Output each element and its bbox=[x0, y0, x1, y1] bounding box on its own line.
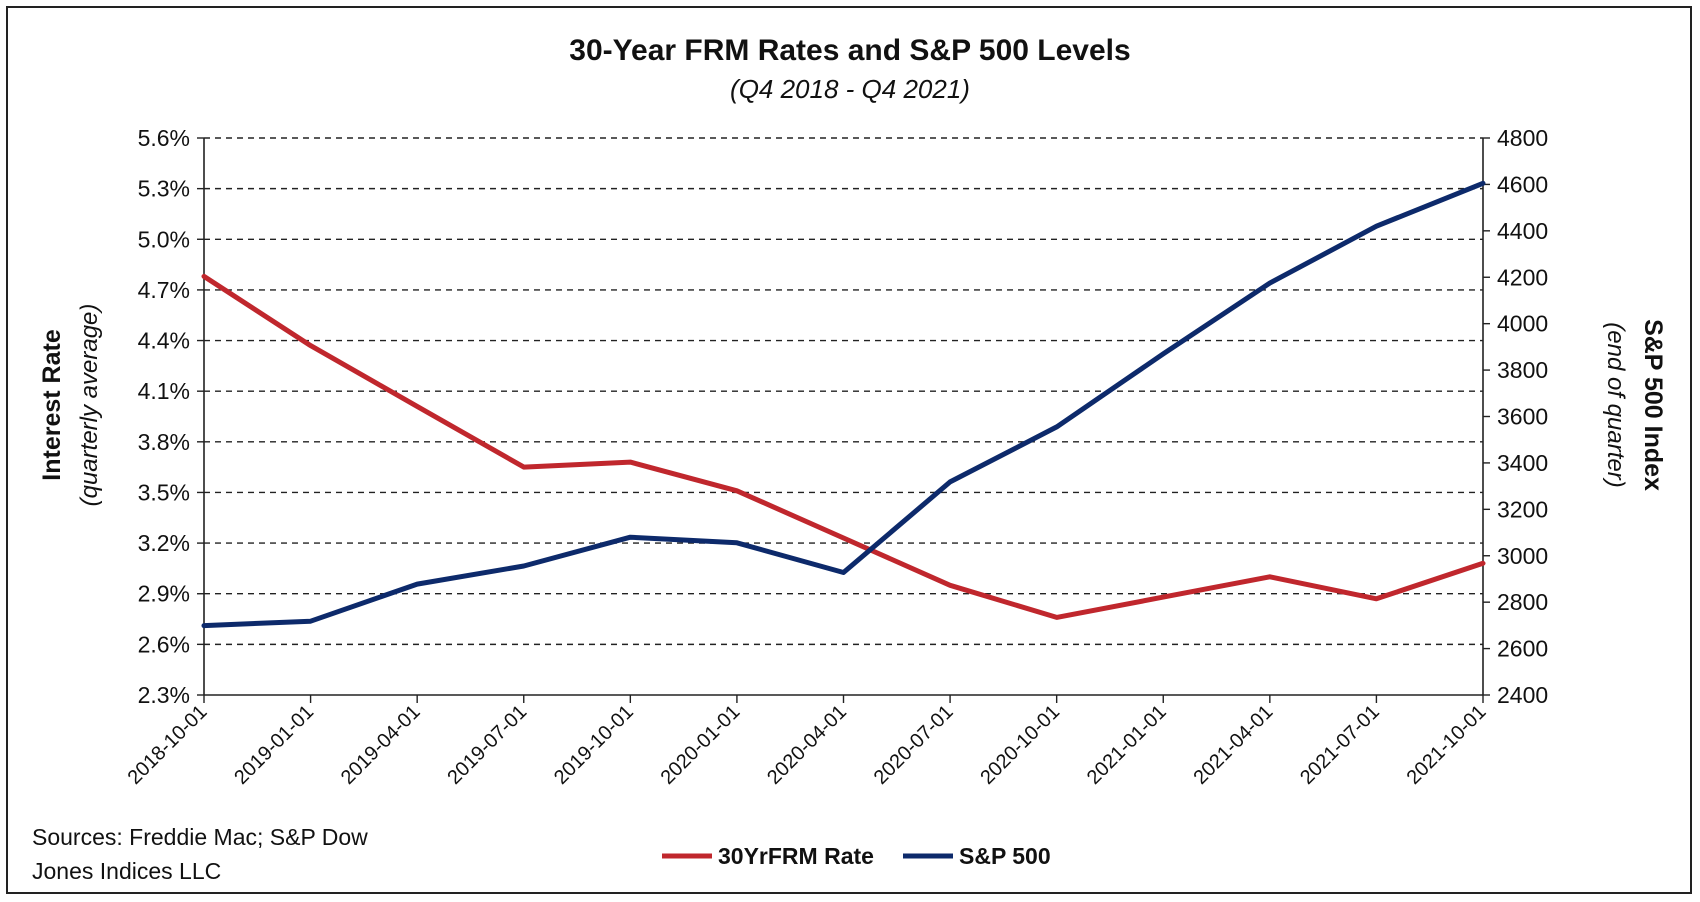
left-tick-label: 4.4% bbox=[138, 328, 190, 354]
left-axis-ticks: 2.3% 2.6% 2.9% 3.2% 3.5% 3.8% 4.1% 4.4% 4.7% 5.0%… bbox=[138, 125, 190, 708]
left-axis-title: Interest Rate bbox=[38, 329, 66, 481]
chart-subtitle: (Q4 2018 - Q4 2021) bbox=[730, 74, 970, 104]
right-tick-label: 3000 bbox=[1497, 543, 1548, 569]
left-tick-label: 3.8% bbox=[138, 429, 190, 455]
x-tick-label: 2021-07-01 bbox=[1296, 701, 1384, 789]
x-axis-ticks: 2018-10-01 2019-01-01 2019-04-01 2019-07-01… bbox=[124, 701, 1491, 789]
x-tick-label: 2020-04-01 bbox=[763, 701, 851, 789]
series-lines bbox=[201, 180, 1486, 629]
right-tick-label: 2800 bbox=[1497, 589, 1548, 615]
source-note-line-1: Sources: Freddie Mac; S&P Dow bbox=[32, 824, 368, 850]
x-tick-label: 2018-10-01 bbox=[124, 701, 212, 789]
left-tick-label: 2.3% bbox=[138, 682, 190, 708]
legend-label-sp500: S&P 500 bbox=[959, 843, 1051, 869]
x-tick-label: 2019-01-01 bbox=[230, 701, 318, 789]
left-tick-label: 2.6% bbox=[138, 631, 190, 657]
right-tick-label: 2400 bbox=[1497, 682, 1548, 708]
source-note-line-2: Jones Indices LLC bbox=[32, 858, 221, 884]
left-axis-subtitle: (quarterly average) bbox=[76, 304, 103, 507]
right-axis-subtitle: (end of quarter) bbox=[1602, 322, 1629, 487]
x-tick-label: 2021-04-01 bbox=[1189, 701, 1277, 789]
right-tick-label: 4600 bbox=[1497, 171, 1548, 197]
x-tick-label: 2021-10-01 bbox=[1403, 701, 1491, 789]
right-tick-label: 4000 bbox=[1497, 311, 1548, 337]
left-tick-label: 3.2% bbox=[138, 530, 190, 556]
right-tick-label: 2600 bbox=[1497, 636, 1548, 662]
right-tick-label: 3200 bbox=[1497, 496, 1548, 522]
left-tick-label: 3.5% bbox=[138, 479, 190, 505]
legend-label-frm: 30YrFRM Rate bbox=[718, 843, 874, 869]
right-tick-label: 4400 bbox=[1497, 218, 1548, 244]
right-axis-ticks: 2400 2600 2800 3000 3200 3400 3600 3800 4000 4200… bbox=[1497, 125, 1548, 708]
left-tick-label: 5.6% bbox=[138, 125, 190, 151]
axes bbox=[197, 137, 1490, 703]
x-tick-label: 2020-01-01 bbox=[657, 701, 745, 789]
series-line-sp500 bbox=[201, 180, 1486, 629]
left-tick-label: 5.3% bbox=[138, 176, 190, 202]
x-tick-label: 2019-10-01 bbox=[550, 701, 638, 789]
left-tick-label: 2.9% bbox=[138, 581, 190, 607]
right-tick-label: 4800 bbox=[1497, 125, 1548, 151]
left-tick-label: 4.7% bbox=[138, 277, 190, 303]
right-tick-label: 3600 bbox=[1497, 404, 1548, 430]
legend: 30YrFRM Rate S&P 500 bbox=[662, 843, 1051, 869]
right-tick-label: 4200 bbox=[1497, 264, 1548, 290]
chart-title: 30-Year FRM Rates and S&P 500 Levels bbox=[569, 34, 1130, 67]
chart-frame bbox=[6, 6, 1692, 894]
x-tick-label: 2020-10-01 bbox=[976, 701, 1064, 789]
gridlines bbox=[204, 137, 1483, 646]
x-tick-label: 2020-07-01 bbox=[870, 701, 958, 789]
x-tick-label: 2019-04-01 bbox=[337, 701, 425, 789]
series-line-frm-rate bbox=[201, 273, 1486, 620]
left-tick-label: 5.0% bbox=[138, 226, 190, 252]
x-tick-label: 2019-07-01 bbox=[443, 701, 531, 789]
left-tick-label: 4.1% bbox=[138, 378, 190, 404]
right-axis-title: S&P 500 Index bbox=[1639, 319, 1667, 491]
right-tick-label: 3400 bbox=[1497, 450, 1548, 476]
x-tick-label: 2021-01-01 bbox=[1083, 701, 1171, 789]
right-tick-label: 3800 bbox=[1497, 357, 1548, 383]
